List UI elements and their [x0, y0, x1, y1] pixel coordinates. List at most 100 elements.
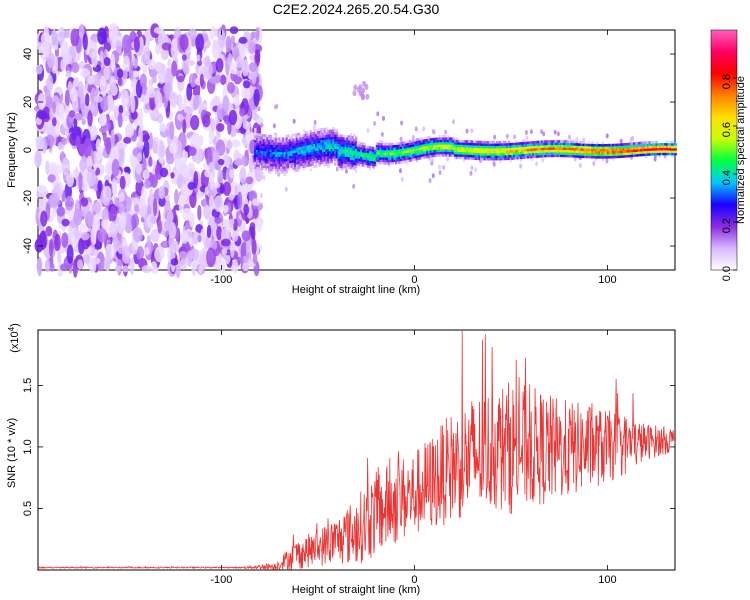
spectrogram-cell: [182, 208, 192, 221]
spectrogram-cell: [354, 155, 358, 159]
spectrogram-cell: [78, 171, 83, 192]
spectrogram-cell: [332, 151, 335, 154]
spectrogram-cell: [290, 153, 293, 156]
spectrogram-cell: [450, 144, 453, 148]
spectrogram-cell: [457, 146, 460, 150]
spectrogram-cell: [422, 139, 426, 143]
spectrogram-cell: [466, 154, 469, 158]
spectrogram-cell: [86, 246, 92, 254]
spectrogram-cell: [540, 154, 544, 158]
spectrogram-cell: [610, 155, 613, 159]
spectrogram-cell: [95, 138, 102, 153]
spectrogram-cell: [537, 150, 540, 153]
spectrogram-cell: [624, 150, 627, 153]
spectrogram-cell: [179, 34, 189, 51]
spectrogram-cell: [318, 157, 321, 160]
spectrogram-cell: [460, 154, 464, 157]
spectrogram-cell: [314, 133, 318, 137]
spectrogram-cell: [302, 134, 306, 137]
spectrogram-cell: [318, 130, 321, 134]
spectrogram-cell: [549, 144, 552, 148]
spectrogram-cell: [360, 151, 363, 155]
spectrogram-cell: [481, 150, 485, 154]
spectrogram-cell: [481, 152, 485, 156]
spectrogram-cell: [480, 155, 483, 158]
spectrogram-cell: [374, 154, 377, 157]
spectrogram-cell: [500, 157, 504, 161]
spectrogram-cell: [228, 218, 235, 226]
spectrogram-cell: [653, 145, 657, 149]
spectrogram-cell: [260, 122, 264, 128]
spectrogram-cell: [615, 148, 618, 152]
spectrogram-cell: [422, 126, 426, 132]
spectrogram-cell: [658, 150, 662, 153]
spectrogram-cell: [441, 151, 445, 155]
spectrogram-cell: [266, 153, 269, 157]
spectrogram-cell: [195, 33, 205, 53]
spectrogram-cell: [327, 144, 330, 147]
spectrogram-cell: [664, 152, 667, 156]
spectrogram-cell: [486, 148, 490, 151]
spectrogram-cell: [255, 142, 259, 146]
spectrogram-cell: [226, 139, 233, 151]
spectrogram-cell: [40, 210, 48, 227]
spectrogram-cell: [480, 145, 483, 149]
spectrogram-cell: [337, 167, 340, 171]
spectrogram-cell: [281, 154, 285, 157]
spectrogram-cell: [624, 147, 627, 151]
spectrogram-cell: [342, 163, 346, 167]
spectrogram-cell: [396, 156, 399, 160]
spectrogram-cell: [473, 142, 476, 146]
spectrogram-cell: [570, 147, 573, 151]
spectrogram-cell: [499, 140, 502, 144]
spectrogram-cell: [341, 146, 344, 150]
spectrogram-cell: [396, 161, 399, 165]
spectrogram-cell: [309, 142, 313, 145]
spectrogram-cell: [629, 149, 632, 153]
spectrogram-cell: [434, 151, 438, 155]
spectrogram-cell: [389, 157, 393, 160]
spectrogram-cell: [428, 178, 432, 184]
spectrogram-cell: [268, 168, 271, 171]
spectrogram-cell: [358, 146, 361, 150]
spectrogram-cell: [67, 207, 75, 221]
spectrogram-cell: [495, 145, 498, 149]
spectrogram-cell: [445, 139, 448, 143]
spectrogram-cell: [86, 75, 95, 85]
spectrogram-cell: [563, 142, 566, 146]
spectrogram-cell: [481, 143, 485, 146]
spectrogram-cell: [271, 161, 274, 165]
spectrogram-cell: [474, 157, 478, 161]
spectrogram-cell: [606, 153, 610, 157]
spectrogram-cell: [353, 164, 356, 168]
spectrogram-cell: [582, 148, 585, 151]
spectrogram-cell: [594, 146, 597, 149]
spectrogram-cell: [358, 151, 361, 155]
spectrogram-cell: [608, 151, 611, 154]
spectrogram-cell: [280, 151, 283, 155]
spectrogram-cell: [269, 166, 273, 169]
spectrogram-cell: [495, 150, 498, 154]
spectrogram-cell: [488, 148, 492, 151]
spectrogram-cell: [570, 154, 573, 158]
spectrogram-cell: [283, 161, 287, 164]
spectrogram-cell: [335, 151, 339, 154]
spectrogram-cell: [337, 163, 340, 166]
spectrogram-cell: [358, 158, 361, 162]
spectrogram-cell: [268, 158, 271, 162]
spectrogram-cell: [129, 197, 139, 205]
spectrogram-cell: [271, 147, 274, 150]
spectrogram-cell: [302, 129, 306, 132]
spectrogram-cell: [478, 143, 481, 146]
spectrogram-cell: [448, 154, 452, 157]
spectrogram-cell: [292, 118, 296, 124]
spectrogram-cell: [379, 161, 382, 165]
spectrogram-cell: [570, 152, 573, 156]
spectrogram-cell: [537, 155, 540, 158]
spectrogram-cell: [370, 160, 373, 164]
spectrogram-cell: [584, 150, 587, 154]
spectrogram-cell: [481, 157, 485, 161]
spectrogram-cell: [337, 153, 340, 157]
spectrogram-cell: [320, 154, 323, 158]
